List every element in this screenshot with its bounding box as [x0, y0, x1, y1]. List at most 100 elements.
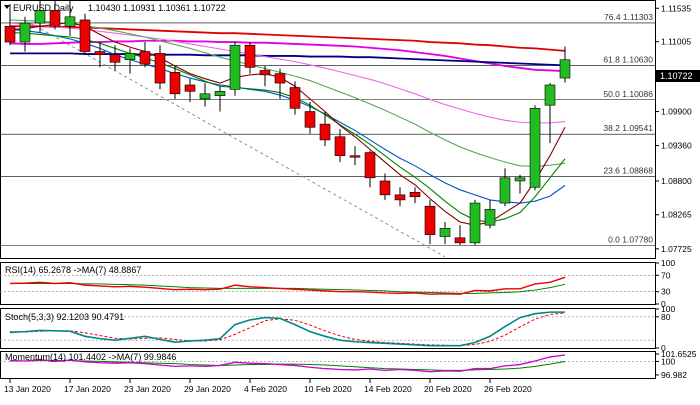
x-tick-label: 29 Jan 2020 [184, 384, 231, 394]
candle [559, 46, 571, 83]
current-price-label: 1.10722 [660, 71, 693, 81]
stoch-k-line [9, 311, 565, 347]
candle [409, 187, 421, 204]
chart-header-ohlc: 1.10430 1.10931 1.10361 1.10722 [88, 3, 226, 13]
symbol-dropdown-icon[interactable] [4, 5, 10, 9]
y-tick-label: 1.11005 [661, 37, 691, 47]
candle [139, 42, 151, 68]
y-tick-label: 70 [661, 270, 671, 280]
candle [4, 4, 16, 46]
bear-candle-body [139, 51, 151, 65]
candle [19, 16, 31, 52]
candle [439, 222, 451, 245]
candle [334, 129, 346, 163]
x-tick-label: 4 Feb 2020 [244, 384, 287, 394]
candle [394, 187, 406, 207]
bull-candle-body [19, 22, 31, 43]
candle [259, 66, 271, 87]
candle [514, 174, 526, 194]
momentum-header: Momentum(14) 101.4402 ->MA(7) 99.9846 [5, 352, 176, 362]
bear-candle-body [289, 87, 301, 109]
candle [109, 45, 121, 71]
bear-candle-body [94, 51, 106, 55]
candle [214, 86, 226, 112]
candle [424, 199, 436, 245]
y-tick-label: 100 [661, 356, 675, 366]
candle [184, 78, 196, 103]
bear-candle-body [259, 70, 271, 76]
bull-candle-body [559, 59, 571, 79]
bear-candle-body [364, 152, 376, 179]
candle [49, 1, 61, 30]
bull-candle-body [34, 10, 46, 24]
candle [274, 68, 286, 99]
rsi-header: RSI(14) 65.2678 ->MA(7) 48.8867 [5, 265, 141, 275]
fib-level-label: 61.8 1.10630 [603, 54, 653, 64]
x-tick-label: 20 Feb 2020 [424, 384, 472, 394]
candle [484, 199, 496, 229]
y-tick-label: 30 [661, 287, 671, 297]
y-tick-label: 1.09900 [661, 107, 692, 117]
x-tick-label: 17 Jan 2020 [64, 384, 111, 394]
bear-candle-body [184, 84, 196, 92]
x-tick-label: 23 Jan 2020 [124, 384, 171, 394]
y-tick-label: 0 [661, 299, 666, 309]
bull-candle-body [544, 84, 556, 106]
bull-candle-body [514, 177, 526, 182]
candle [244, 42, 256, 74]
bull-candle-body [214, 90, 226, 97]
bull-candle-body [124, 53, 136, 61]
fib-level-label: 38.2 1.09541 [603, 123, 653, 133]
moving-average-line [9, 28, 566, 204]
bear-candle-body [424, 205, 436, 235]
candle [79, 13, 91, 55]
fib-level-label: 76.4 1.11303 [604, 12, 653, 22]
candle [544, 83, 556, 144]
chart-header-symbol: EURUSD,Daily [13, 3, 74, 13]
rsi-line [9, 276, 566, 295]
candle [454, 225, 466, 246]
rsi-layer [0, 274, 655, 295]
moving-average-line [9, 39, 566, 72]
candle [529, 105, 541, 191]
y-tick-label: 1.09360 [661, 141, 692, 151]
y-tick-label: 96.982 [661, 370, 687, 380]
bear-candle-body [274, 73, 286, 84]
bull-candle-body [199, 93, 211, 100]
y-tick-label: 100 [661, 258, 675, 268]
bull-candle-body [439, 228, 451, 237]
momentum-ma-line [10, 360, 566, 371]
bear-candle-body [169, 72, 181, 95]
bull-candle-body [64, 16, 76, 27]
bear-candle-body [334, 136, 346, 157]
current-price-box [656, 70, 700, 82]
candle [94, 42, 106, 68]
main-price-layer: 76.4 1.11303 61.8 1.10630 50.0 1.10086 38.2… [0, 0, 655, 258]
stoch-header: Stoch(5,3,3) 92.1203 90.4791 [5, 312, 124, 322]
fib-level-label: 23.6 1.08868 [603, 166, 653, 176]
x-tick-label: 14 Feb 2020 [364, 384, 412, 394]
bear-candle-body [109, 54, 121, 63]
moving-average-line [9, 19, 566, 167]
rsi-pane[interactable] [0, 262, 656, 305]
bull-candle-body [484, 209, 496, 226]
stoch-d-line [9, 312, 566, 347]
candle [154, 45, 166, 90]
candle [199, 83, 211, 107]
y-tick-label: 101.6525 [661, 349, 697, 359]
bear-candle-body [79, 19, 91, 52]
candle [379, 173, 391, 200]
bull-candle-body [529, 108, 541, 188]
y-tick-label: 1.07725 [661, 244, 692, 254]
bull-candle-body [499, 177, 511, 204]
x-tick-label: 26 Feb 2020 [484, 384, 532, 394]
y-tick-label: 100 [661, 304, 675, 314]
bear-candle-body [154, 53, 166, 84]
stoch-layer [0, 311, 655, 347]
y-tick-label: 1.11535 [661, 3, 691, 13]
y-tick-label: 1.08800 [661, 176, 692, 186]
bear-candle-body [244, 44, 256, 68]
fib-level-label: 50.0 1.10086 [603, 89, 653, 99]
